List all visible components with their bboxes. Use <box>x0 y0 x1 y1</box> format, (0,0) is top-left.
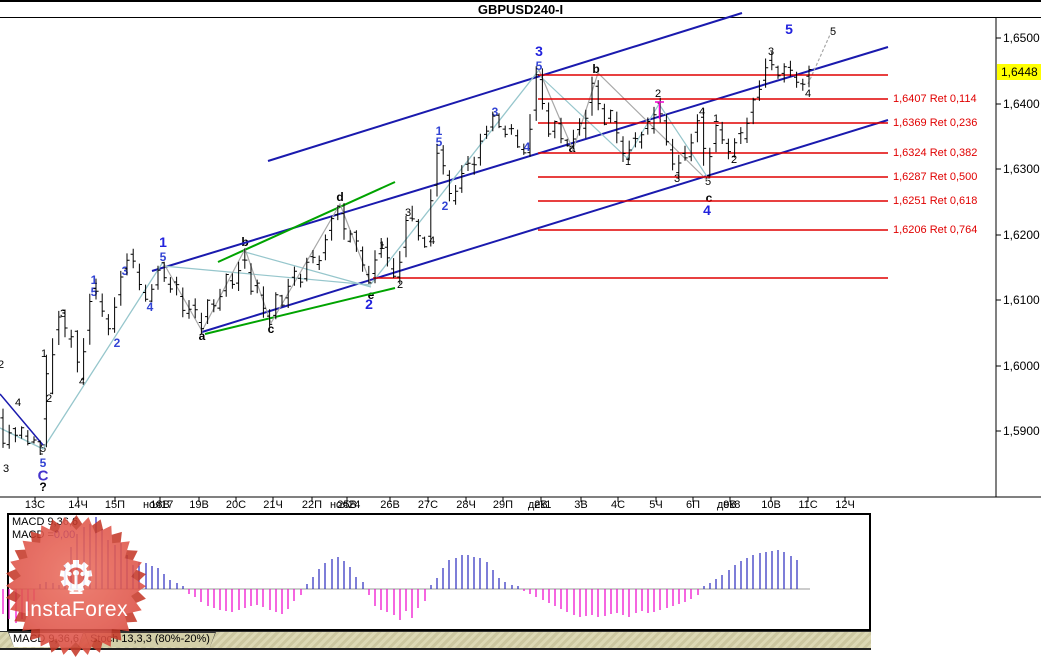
wave-label: 2 <box>730 154 738 166</box>
wave-label: 1 <box>40 348 48 360</box>
fib-level-label: 1,6251 Ret 0,618 <box>893 195 978 207</box>
fib-level-label: 1,6324 Ret 0,382 <box>893 147 978 159</box>
wave-label: a <box>568 141 576 155</box>
wave-label: c <box>705 191 713 205</box>
x-axis-label: 10В <box>761 499 781 511</box>
wave-label: 2 <box>113 336 121 350</box>
x-axis-label: 14Ч <box>68 499 88 511</box>
wave-label: ? <box>39 480 47 494</box>
y-axis-label: 1,6200 <box>1003 228 1040 242</box>
x-axis-label: 21Ч <box>263 499 283 511</box>
wave-label: a <box>198 329 206 343</box>
wave-label: 3 <box>59 308 67 320</box>
wave-label: 3 <box>535 43 543 59</box>
x-axis-label: 3В <box>574 499 588 511</box>
x-axis-label: 9В дек8 <box>716 499 741 511</box>
wave-label: 5 <box>435 135 443 149</box>
price-chart-plot-area[interactable] <box>0 18 996 497</box>
wave-label: 2 <box>396 279 404 291</box>
y-axis-label: 1,6000 <box>1003 359 1040 373</box>
wave-label: b <box>241 235 249 249</box>
wave-label: 5 <box>39 456 47 470</box>
wave-label: 3 <box>491 105 499 119</box>
x-axis-label: 29П <box>492 499 514 511</box>
wave-label: c <box>267 322 275 336</box>
wave-label: 5 <box>785 21 793 37</box>
x-axis-month-label: ноя17 <box>142 499 174 511</box>
instaforex-logo-text: InstaForex <box>23 598 129 621</box>
wave-label: 2 <box>0 359 5 371</box>
x-axis-label: 11С <box>798 499 818 511</box>
wave-label: 3 <box>767 46 775 58</box>
x-axis-label: 19В <box>189 499 209 511</box>
wave-label: 4 <box>523 140 531 154</box>
y-axis-label: 1,6400 <box>1003 97 1040 111</box>
wave-label: 2 <box>441 199 449 213</box>
wave-label: b <box>592 62 600 76</box>
fib-level-label: 1,6206 Ret 0,764 <box>893 224 978 236</box>
macd-indicator-pane[interactable] <box>7 513 871 631</box>
x-axis-month-label: дек8 <box>716 499 741 511</box>
x-axis-label: 13С <box>24 499 46 511</box>
wave-label: 5 <box>535 59 543 73</box>
wave-label: 1 <box>624 156 632 168</box>
x-axis-label: 26В <box>380 499 400 511</box>
y-axis-label: 1,6500 <box>1003 31 1040 45</box>
x-axis-label: 4С <box>610 499 626 511</box>
wave-label: 4 <box>804 88 812 100</box>
x-axis-label: 12Ч <box>835 499 855 511</box>
fib-level-label: 1,6369 Ret 0,236 <box>893 117 978 129</box>
x-axis-label: 5Ч <box>649 499 663 511</box>
x-axis-label: 22П <box>301 499 323 511</box>
wave-label: 5 <box>90 285 98 299</box>
x-axis-label: 25В ноя24 <box>329 499 361 511</box>
fib-level-label: 1,6407 Ret 0,114 <box>893 93 977 105</box>
wave-label: 5 <box>39 443 47 455</box>
wave-label: d <box>336 190 344 204</box>
fib-level-label: 1,6287 Ret 0,500 <box>893 171 978 183</box>
x-axis-label: 15П <box>104 499 126 511</box>
wave-label: 2 <box>654 88 662 100</box>
wave-label: 4 <box>146 300 154 314</box>
x-axis-label: 28Ч <box>456 499 476 511</box>
wave-label: 1 <box>712 113 720 125</box>
wave-label: e <box>367 288 375 302</box>
x-axis-month-label: дек1 <box>527 499 552 511</box>
x-axis-label: 27С <box>417 499 439 511</box>
wave-label: 1 <box>159 234 167 250</box>
current-price-badge: 1,6448 <box>997 64 1041 80</box>
y-axis-label: 1,5900 <box>1003 424 1040 438</box>
wave-label: 4 <box>698 106 706 118</box>
wave-label: 3 <box>121 264 129 278</box>
x-axis-label: 20С <box>225 499 247 511</box>
instaforex-watermark: InstaForex <box>2 514 150 661</box>
x-axis-label: 18В ноя17 <box>142 499 174 511</box>
wave-label: 2 <box>45 393 53 405</box>
chart-title: GBPUSD240-I <box>0 0 1041 18</box>
wave-label: 4 <box>78 376 86 388</box>
wave-label: 4 <box>14 397 22 409</box>
wave-label: 3 <box>404 207 412 219</box>
wave-label: 5 <box>704 176 712 188</box>
y-axis-label: 1,6300 <box>1003 162 1040 176</box>
x-axis-label: 2В дек1 <box>527 499 552 511</box>
wave-label: 5 <box>159 250 167 264</box>
y-axis-label: 1,6100 <box>1003 293 1040 307</box>
x-axis-label: 6П <box>685 499 701 511</box>
wave-label: 3 <box>673 173 681 185</box>
wave-label: 5 <box>829 26 837 38</box>
instaforex-star-icon <box>6 515 146 657</box>
wave-label: 4 <box>428 235 436 247</box>
wave-label: 1 <box>378 240 386 252</box>
x-axis-month-label: ноя24 <box>329 499 361 511</box>
wave-label: 3 <box>2 463 10 475</box>
